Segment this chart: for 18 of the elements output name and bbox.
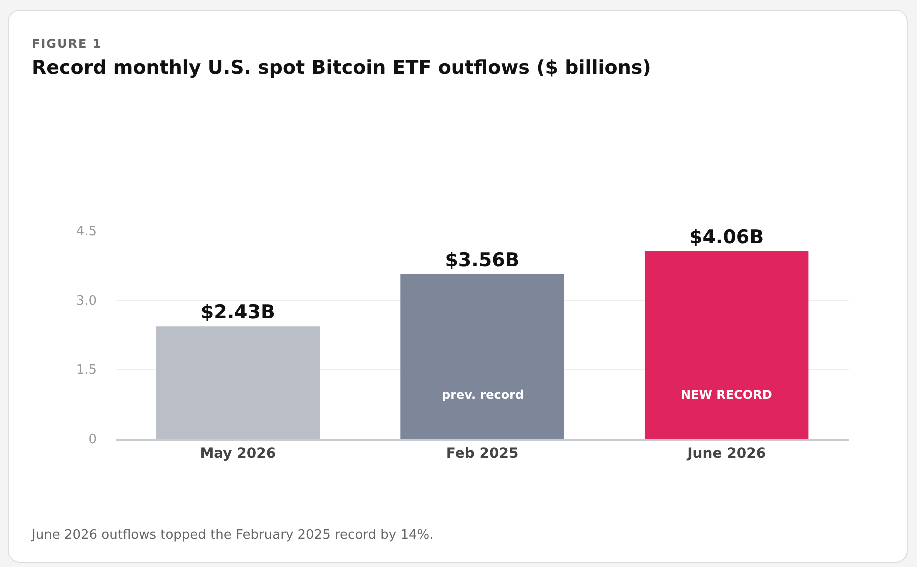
- data-label: $2.43B: [200, 302, 276, 324]
- bar: [644, 251, 809, 439]
- x-tick-label: Feb 2025: [446, 446, 519, 462]
- data-label: $4.06B: [690, 226, 764, 248]
- bar: [400, 274, 564, 439]
- annotation: prev. record: [442, 388, 524, 402]
- y-tick-label: 3.0: [76, 294, 97, 309]
- annotation: NEW RECORD: [681, 388, 772, 402]
- chart-title: Record monthly U.S. spot Bitcoin ETF outflows ($ billions): [32, 57, 652, 79]
- x-tick-label: June 2026: [686, 446, 766, 462]
- data-label: $3.56B: [445, 249, 520, 272]
- x-tick-label: May 2026: [200, 446, 276, 462]
- text: June 2026 outflows topped the February 2025 record by 14%.: [32, 528, 434, 543]
- y-tick-label: 1.5: [76, 363, 97, 378]
- y-tick-label: 0: [88, 432, 97, 448]
- y-tick-label: 4.5: [76, 224, 97, 240]
- bar: [156, 326, 320, 439]
- chart-subtitle: FIGURE 1: [32, 37, 102, 51]
